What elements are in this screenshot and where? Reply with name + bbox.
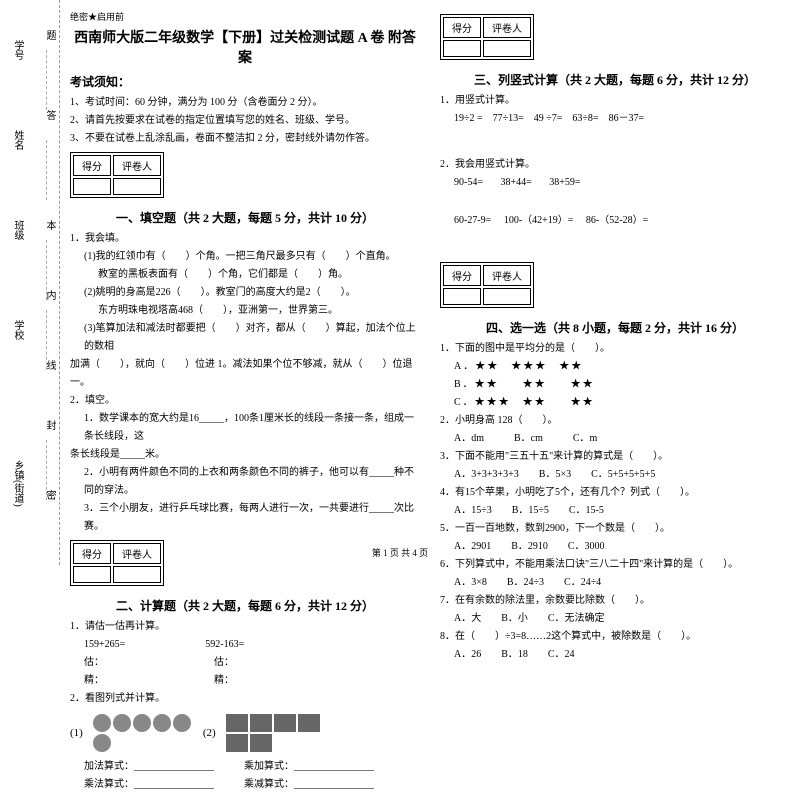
marker-label: 评卷人 [113, 155, 161, 176]
score-box-3: 得分评卷人 [440, 14, 534, 60]
image-row: (1) (2) [70, 714, 420, 752]
s1-q1-2: (2)姚明的身高是226（ ）。教室门的高度大约是2（ ）。 [70, 284, 420, 302]
exam-title: 西南师大版二年级数学【下册】过关检测试题 A 卷 附答案 [70, 27, 420, 67]
s1-q2-1b: 条长线段是_____米。 [70, 446, 420, 464]
s4-q1b: B．★★ ★★ ★★ [440, 376, 790, 394]
s3-r3-1: 100-（42+19）= [504, 215, 574, 226]
s1-q1: 1．我会填。 [70, 230, 420, 248]
s4-q2o: A．dm B．cm C．m [440, 430, 790, 448]
s3-r1-3: 63÷8= [572, 113, 598, 124]
s1-q2-1: 1．数学课本的宽大约是16_____，100条1厘米长的线段一条接一条，组成一条… [70, 410, 420, 446]
s4-q1a: A．★★ ★★★ ★★ [440, 358, 790, 376]
label-xuexiao: 学校 [10, 320, 25, 340]
s1-q2-2: 2．小明有两件颜色不同的上衣和两条颜色不同的裤子，他可以有_____种不同的穿法… [70, 464, 420, 500]
page-footer: 第 1 页 共 4 页 [0, 546, 800, 559]
vtext-6: 密 [42, 490, 57, 500]
score-label: 得分 [73, 155, 111, 176]
section-3-title: 三、列竖式计算（共 2 大题，每题 6 分，共计 12 分） [440, 71, 790, 88]
score-label-4: 得分 [443, 265, 481, 286]
vtext-1: 答 [42, 110, 57, 120]
s4-q7o: A．大 B．小 C．无法确定 [440, 610, 790, 628]
s4-q8o: A．26 B．18 C．24 [440, 646, 790, 664]
s4-q6o: A．3×8 B．24÷3 C．24÷4 [440, 574, 790, 592]
s3-r1-1: 77÷13= [493, 113, 524, 124]
s3-r1-0: 19÷2 = [454, 113, 483, 124]
s1-q2: 2．填空。 [70, 392, 420, 410]
score-box-4: 得分评卷人 [440, 262, 534, 308]
notice-3: 3、不要在试卷上乱涂乱画，卷面不整洁扣 2 分，密封线外请勿作答。 [70, 130, 420, 148]
s2-j2: 精： [214, 675, 234, 686]
notice-title: 考试须知： [70, 73, 420, 90]
vtext-2: 本 [42, 220, 57, 230]
s4-q7: 7．在有余数的除法里，余数要比除数（ ）。 [440, 592, 790, 610]
s1-q1-1b: 教室的黑板表面有（ ）个角，它们都是（ ）角。 [70, 266, 420, 284]
s3-r1: 19÷2 = 77÷13= 49 ÷7= 63÷8= 86－37= [440, 110, 790, 128]
label-xingming: 姓名 [10, 130, 25, 150]
s4-q4o: A．15÷3 B．15÷5 C．15-5 [440, 502, 790, 520]
s1-q2-3: 3．三个小朋友，进行乒乓球比赛，每两人进行一次，一共要进行_____次比赛。 [70, 500, 420, 536]
s4-q4: 4．有15个苹果，小明吃了5个，还有几个？列式（ ）。 [440, 484, 790, 502]
s2-e1: 估： [84, 657, 104, 668]
s1-q1-3: (3)笔算加法和减法时都要把（ ）对齐，都从（ ）算起，加法个位上的数相 [70, 320, 420, 356]
section-2-title: 二、计算题（共 2 大题，每题 6 分，共计 12 分） [70, 597, 420, 614]
s4-q1: 1．下面的图中是平均分的是（ ）。 [440, 340, 790, 358]
s4-q1c: C．★★★ ★★ ★★ [440, 394, 790, 412]
section-4-title: 四、选一选（共 8 小题，每题 2 分，共计 16 分） [440, 319, 790, 336]
marker-label-4: 评卷人 [483, 265, 531, 286]
s4-q5: 5．一百一百地数，数到2900，下一个数是（ ）。 [440, 520, 790, 538]
s2-e2: 估： [214, 657, 234, 668]
s2-j1: 精： [84, 675, 104, 686]
score-label-3: 得分 [443, 17, 481, 38]
label-xuehao: 学号 [10, 40, 25, 60]
section-1-title: 一、填空题（共 2 大题，每题 5 分，共计 10 分） [70, 209, 420, 226]
s1-q1-3b: 加满（ ），就向（ ）位进 1。减法如果个位不够减，就从（ ）位退一。 [70, 356, 420, 392]
vtext-3: 内 [42, 290, 57, 300]
s3-q1: 1．用竖式计算。 [440, 92, 790, 110]
sidebar: 学号 姓名 班级 学校 乡镇(街道) 题 答 本 内 线 封 密 [0, 0, 60, 565]
s2-q2: 2．看图列式并计算。 [70, 690, 420, 708]
s2-f1: 加法算式：________________ [84, 761, 214, 772]
s4-q3o: A．3+3+3+3+3 B．5×3 C．5+5+5+5+5 [440, 466, 790, 484]
s3-r2: 90-54= 38+44= 38+59= [440, 174, 790, 192]
vtext-4: 线 [42, 360, 57, 370]
label-xiangzhen: 乡镇(街道) [10, 460, 25, 507]
content-area: 绝密★启用前 西南师大版二年级数学【下册】过关检测试题 A 卷 附答案 考试须知… [70, 10, 790, 794]
s2-f2: 乘加算式：________________ [244, 761, 374, 772]
s2-f4: 乘减算式：________________ [244, 779, 374, 790]
s2-q1b: 592-163= [205, 639, 244, 650]
s3-r2-0: 90-54= [454, 177, 483, 188]
s3-r3: 60-27-9= 100-（42+19）= 86-（52-28）= [440, 212, 790, 230]
s2-q1a: 159+265= [84, 639, 125, 650]
secret-label: 绝密★启用前 [70, 10, 420, 23]
score-box-1: 得分评卷人 [70, 152, 164, 198]
left-column: 绝密★启用前 西南师大版二年级数学【下册】过关检测试题 A 卷 附答案 考试须知… [70, 10, 420, 794]
s3-r3-2: 86-（52-28）= [586, 215, 648, 226]
s2-t1: (1) [70, 727, 83, 739]
s3-q2: 2．我会用竖式计算。 [440, 156, 790, 174]
flower-group [226, 714, 326, 752]
notice-2: 2、请首先按要求在试卷的指定位置填写您的姓名、班级、学号。 [70, 112, 420, 130]
s3-r1-2: 49 ÷7= [534, 113, 563, 124]
notice-1: 1、考试时间：60 分钟，满分为 100 分（含卷面分 2 分）。 [70, 94, 420, 112]
s3-r3-0: 60-27-9= [454, 215, 491, 226]
s2-q1: 1．请估一估再计算。 [70, 618, 420, 636]
s1-q1-2b: 东方明珠电视塔高468（ ），亚洲第一，世界第三。 [70, 302, 420, 320]
s4-q2: 2．小明身高 128（ ）。 [440, 412, 790, 430]
right-column: 得分评卷人 三、列竖式计算（共 2 大题，每题 6 分，共计 12 分） 1．用… [440, 10, 790, 794]
s4-q8: 8．在（ ）÷3=8……2这个算式中，被除数是（ ）。 [440, 628, 790, 646]
s3-r2-2: 38+59= [549, 177, 580, 188]
s3-r1-4: 86－37= [609, 113, 645, 124]
label-banji: 班级 [10, 220, 25, 240]
s4-q3: 3．下面不能用"三五十五"来计算的算式是（ ）。 [440, 448, 790, 466]
s2-t2: (2) [203, 727, 216, 739]
s3-r2-1: 38+44= [500, 177, 531, 188]
vtext-5: 封 [42, 420, 57, 430]
s2-f3: 乘法算式：________________ [84, 779, 214, 790]
butterfly-group [93, 714, 193, 752]
s1-q1-1: (1)我的红领巾有（ ）个角。一把三角尺最多只有（ ）个直角。 [70, 248, 420, 266]
marker-label-3: 评卷人 [483, 17, 531, 38]
vtext-0: 题 [42, 30, 57, 40]
